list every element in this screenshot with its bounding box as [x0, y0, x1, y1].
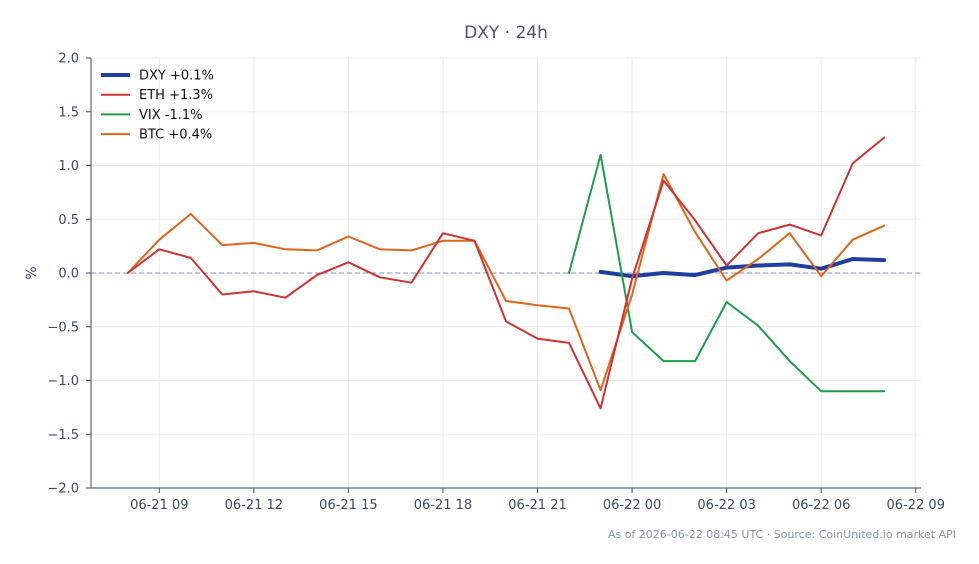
x-tick-label: 06-22 06: [792, 498, 850, 513]
series-line-2: [568, 153, 886, 393]
y-axis-label: %: [24, 266, 40, 279]
legend-label: DXY +0.1%: [139, 69, 214, 84]
series-line-3: [126, 173, 886, 392]
y-tick-label: 1.5: [58, 105, 79, 120]
y-tick-label: −0.5: [47, 320, 79, 335]
x-tick-label: 06-22 09: [887, 498, 945, 513]
x-tick-label: 06-22 00: [603, 498, 661, 513]
legend-label: VIX -1.1%: [139, 108, 202, 123]
x-tick-label: 06-21 12: [225, 498, 283, 513]
y-tick-label: 0.5: [58, 213, 79, 228]
x-tick-label: 06-21 09: [130, 498, 188, 513]
series-line-1: [126, 136, 886, 410]
x-tick-label: 06-22 03: [697, 498, 755, 513]
series-line-0: [598, 257, 887, 279]
y-tick-label: −1.0: [47, 374, 79, 389]
chart-title: DXY · 24h: [464, 23, 548, 43]
legend-label: ETH +1.3%: [139, 88, 213, 103]
series-layer: [126, 136, 887, 410]
x-tick-label: 06-21 18: [414, 498, 472, 513]
x-tick-label: 06-21 21: [508, 498, 566, 513]
y-tick-label: −2.0: [47, 482, 79, 497]
y-tick-label: 2.0: [58, 52, 79, 67]
y-axis-ticks: −2.0 −1.5 −1.0 −0.5 0.0 0.5 1.0 1.5 2.0: [47, 52, 91, 497]
legend-label: BTC +0.4%: [139, 128, 212, 143]
x-axis-ticks: 06-21 09 06-21 12 06-21 15 06-21 18 06-21 21…: [130, 488, 945, 513]
y-tick-label: −1.5: [47, 428, 79, 443]
x-tick-label: 06-21 15: [319, 498, 377, 513]
y-tick-label: 0.0: [58, 267, 79, 282]
legend: DXY +0.1% ETH +1.3% VIX -1.1% BTC +0.4%: [101, 69, 214, 143]
footer-note: As of 2026-06-22 08:45 UTC · Source: Coi…: [608, 528, 956, 541]
y-tick-label: 1.0: [58, 159, 79, 174]
